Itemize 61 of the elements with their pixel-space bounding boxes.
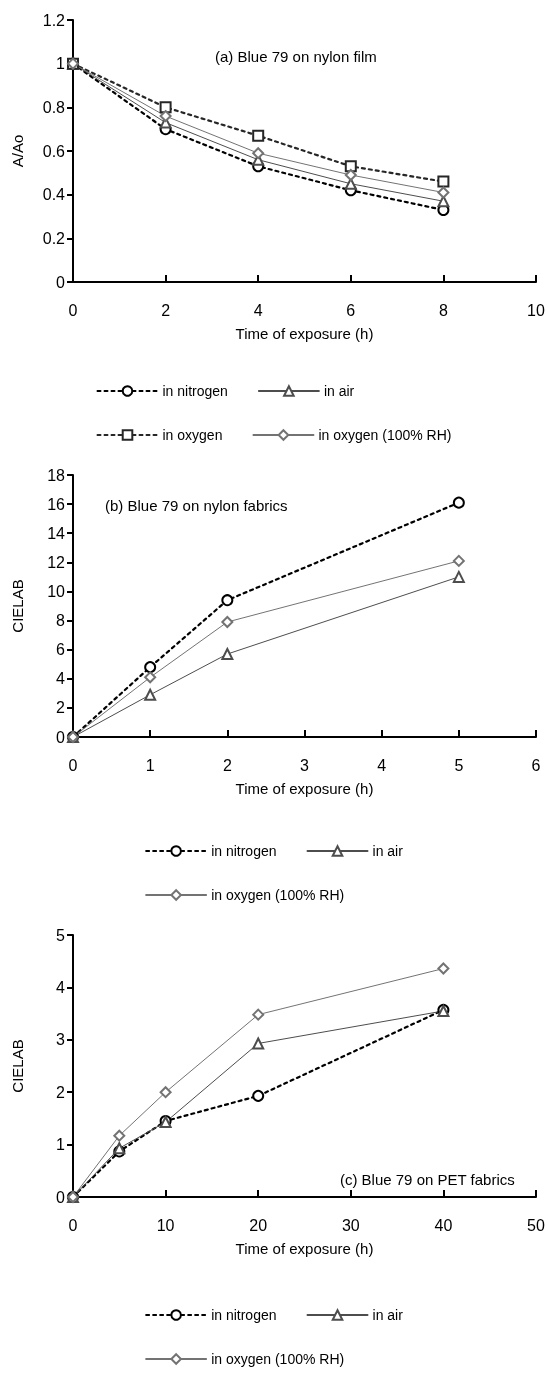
x-axis-title: Time of exposure (h) (235, 325, 374, 342)
legend-label: in air (372, 843, 404, 859)
y-tick-label: 14 (47, 524, 66, 542)
x-tick-label: 8 (438, 301, 448, 319)
legend-label: in nitrogen (162, 383, 228, 399)
x-tick-label: 20 (249, 1216, 268, 1234)
y-tick-label: 0.8 (42, 98, 66, 116)
y-tick-label: 0.2 (42, 229, 66, 247)
y-tick-label: 5 (56, 926, 66, 944)
y-tick-label: 0.6 (42, 142, 66, 160)
y-tick-label: 0 (56, 1188, 66, 1206)
y-tick-label: 1 (56, 55, 66, 73)
y-tick-label: 2 (56, 699, 66, 717)
x-tick-label: 2 (161, 301, 171, 319)
x-tick-label: 0 (68, 756, 78, 774)
x-tick-label: 10 (527, 301, 545, 319)
x-tick-label: 0 (68, 301, 78, 319)
y-tick-label: 3 (56, 1031, 66, 1049)
y-tick-label: 10 (47, 582, 66, 600)
x-tick-label: 6 (346, 301, 356, 319)
y-tick-label: 4 (56, 978, 66, 996)
text: (c) Blue 79 on PET fabrics (339, 1171, 515, 1188)
y-tick-label: 0 (56, 728, 66, 746)
x-tick-label: 50 (527, 1216, 545, 1234)
y-tick-label: 0.4 (42, 186, 66, 204)
legend-label: in oxygen (162, 427, 223, 443)
x-tick-label: 2 (222, 756, 232, 774)
text: (a) Blue 79 on nylon film (215, 48, 377, 65)
y-tick-label: 1 (56, 1136, 66, 1154)
legend-label: in air (323, 383, 355, 399)
text: (b) Blue 79 on nylon fabrics (105, 497, 288, 514)
y-tick-label: 18 (47, 466, 66, 484)
x-tick-label: 1 (145, 756, 155, 774)
legend-label: in nitrogen (211, 1307, 277, 1323)
x-tick-label: 0 (68, 1216, 78, 1234)
y-tick-label: 4 (56, 670, 66, 688)
y-tick-label: 8 (56, 612, 66, 630)
x-tick-label: 30 (341, 1216, 360, 1234)
x-tick-label: 40 (434, 1216, 453, 1234)
y-tick-label: 0 (56, 273, 66, 291)
x-tick-label: 4 (253, 301, 263, 319)
x-tick-label: 3 (300, 756, 310, 774)
legend-label: in oxygen (100% RH) (318, 427, 452, 443)
legend-label: in oxygen (100% RH) (211, 1351, 345, 1367)
x-tick-label: 10 (156, 1216, 175, 1234)
y-axis-title: CIELAB (9, 579, 26, 633)
x-tick-label: 5 (454, 756, 464, 774)
legend-label: in air (372, 1307, 404, 1323)
y-axis-title: CIELAB (9, 1039, 26, 1093)
x-tick-label: 4 (377, 756, 387, 774)
y-tick-label: 6 (56, 641, 66, 659)
legend-label: in nitrogen (211, 843, 277, 859)
x-tick-label: 6 (531, 756, 541, 774)
x-axis-title: Time of exposure (h) (235, 780, 374, 797)
y-axis-title: A/Ao (9, 134, 26, 168)
y-tick-label: 16 (47, 495, 66, 513)
y-tick-label: 12 (47, 553, 66, 571)
x-axis-title: Time of exposure (h) (235, 1240, 374, 1257)
y-tick-label: 2 (56, 1083, 66, 1101)
legend-label: in oxygen (100% RH) (211, 887, 345, 903)
y-tick-label: 1.2 (42, 11, 66, 29)
